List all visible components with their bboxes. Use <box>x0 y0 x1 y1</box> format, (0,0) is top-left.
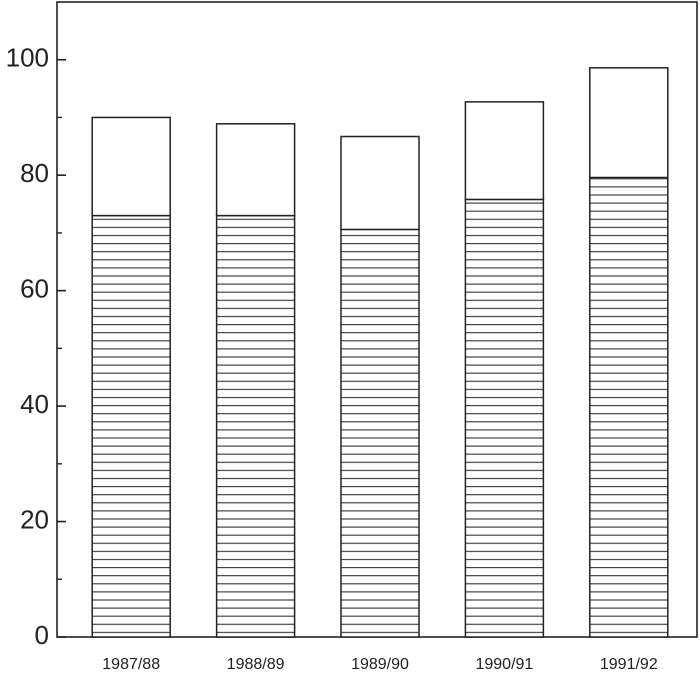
y-tick-label: 0 <box>35 620 49 650</box>
y-tick-label: 100 <box>6 43 49 73</box>
y-tick-label: 80 <box>20 158 49 188</box>
bar-segment <box>340 228 420 638</box>
y-tick-label: 60 <box>20 274 49 304</box>
bar-segment <box>215 123 296 217</box>
x-tick-label: 1991/92 <box>600 656 658 673</box>
x-tick-label: 1987/88 <box>102 656 160 673</box>
x-tick-label: 1990/91 <box>475 656 533 673</box>
x-tick-label: 1988/89 <box>227 656 285 673</box>
bar-segment <box>464 101 545 201</box>
x-tick-label: 1989/90 <box>351 656 409 673</box>
bar-segment <box>91 214 171 638</box>
bar-segment <box>340 135 420 231</box>
y-tick-label: 40 <box>20 389 49 419</box>
bar-segment <box>215 214 296 638</box>
y-tick-label: 20 <box>20 504 49 534</box>
bar-segment <box>91 116 171 217</box>
bar-segment <box>589 67 669 179</box>
bar-segment <box>589 176 669 638</box>
bar-segment <box>464 198 545 638</box>
